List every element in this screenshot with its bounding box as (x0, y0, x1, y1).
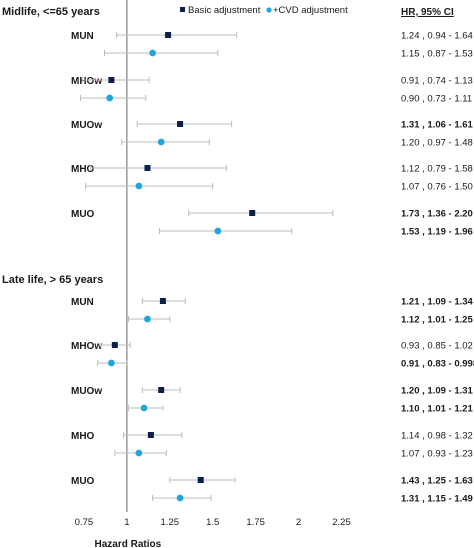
x-tick-label: 1 (124, 517, 129, 528)
group-label: MUN (71, 31, 94, 42)
hr-ci-text: 1.21 , 1.09 - 1.34 (401, 297, 474, 308)
x-axis-label: Hazard Ratios (95, 539, 162, 548)
hr-ci-text: 0.91 , 0.83 - 0.998 (401, 359, 474, 370)
hr-point-basic (177, 121, 184, 127)
hr-ci-text: 0.93 , 0.85 - 1.02 (401, 341, 473, 352)
x-tick-label: 2.25 (332, 517, 351, 528)
hr-point-cvd (135, 182, 143, 190)
legend-marker-cvd (266, 7, 272, 13)
hr-point-basic (144, 165, 151, 171)
legend-label-cvd: +CVD adjustment (273, 5, 348, 16)
hr-ci-text: 1.24 , 0.94 - 1.64 (401, 31, 473, 42)
hr-point-basic (108, 77, 115, 83)
legend-marker-basic (180, 7, 185, 12)
hr-ci-text: 0.90 , 0.73 - 1.11 (401, 94, 472, 105)
hr-ci-text: 1.14 , 0.98 - 1.32 (401, 431, 473, 442)
group-label: MUOw (71, 386, 102, 397)
hr-point-basic (111, 342, 118, 348)
hr-point-basic (158, 387, 165, 393)
hr-point-basic (165, 32, 172, 38)
hr-point-basic (159, 298, 166, 304)
group-label: MHOw (71, 76, 102, 87)
section-title: Late life, > 65 years (2, 274, 103, 286)
hr-ci-text: 1.07 , 0.76 - 1.50 (401, 182, 473, 193)
group-label: MHO (71, 431, 95, 442)
hr-point-cvd (108, 359, 115, 367)
hr-point-cvd (144, 315, 151, 323)
group-label: MHOw (71, 341, 102, 352)
hr-ci-text: 1.15 , 0.87 - 1.53 (401, 49, 473, 60)
hr-point-cvd (140, 404, 148, 412)
hr-point-cvd (214, 227, 222, 235)
hr-point-cvd (135, 449, 143, 457)
hr-ci-text: 1.12 , 1.01 - 1.25 (401, 315, 474, 326)
hr-ci-text: 1.20 , 0.97 - 1.48 (401, 138, 473, 149)
hr-ci-text: 0.91 , 0.74 - 1.13 (401, 76, 473, 87)
ci-header: HR, 95% CI (401, 7, 454, 18)
x-tick-label: 0.75 (75, 517, 94, 528)
group-label: MHO (71, 164, 95, 175)
hr-ci-text: 1.31 , 1.06 - 1.61 (401, 120, 474, 131)
hr-ci-text: 1.73 , 1.36 - 2.20 (401, 209, 473, 220)
hr-ci-text: 1.43 , 1.25 - 1.63 (401, 476, 473, 487)
hr-point-cvd (176, 494, 184, 502)
hr-ci-text: 1.31 , 1.15 - 1.49 (401, 494, 473, 505)
x-tick-label: 1.25 (161, 517, 180, 528)
hr-point-basic (147, 432, 154, 438)
group-label: MUO (71, 209, 95, 220)
hr-point-basic (197, 477, 204, 483)
group-label: MUN (71, 297, 94, 308)
group-label: MUO (71, 476, 95, 487)
hr-point-cvd (106, 94, 114, 102)
hr-point-cvd (157, 138, 165, 146)
hr-ci-text: 1.20 , 1.09 - 1.31 (401, 386, 474, 397)
hr-ci-text: 1.07 , 0.93 - 1.23 (401, 449, 473, 460)
hr-ci-text: 1.53 , 1.19 - 1.96 (401, 227, 473, 238)
group-label: MUOw (71, 120, 102, 131)
section-title: Midlife, <=65 years (2, 6, 100, 18)
x-tick-label: 1.75 (246, 517, 265, 528)
hr-ci-text: 1.12 , 0.79 - 1.58 (401, 164, 473, 175)
hr-ci-text: 1.10 , 1.01 - 1.21 (401, 404, 474, 415)
hr-point-cvd (149, 49, 157, 57)
x-tick-label: 2 (296, 517, 301, 528)
hr-point-basic (249, 210, 256, 216)
x-tick-label: 1.5 (206, 517, 219, 528)
legend-label-basic: Basic adjustment (188, 5, 261, 16)
